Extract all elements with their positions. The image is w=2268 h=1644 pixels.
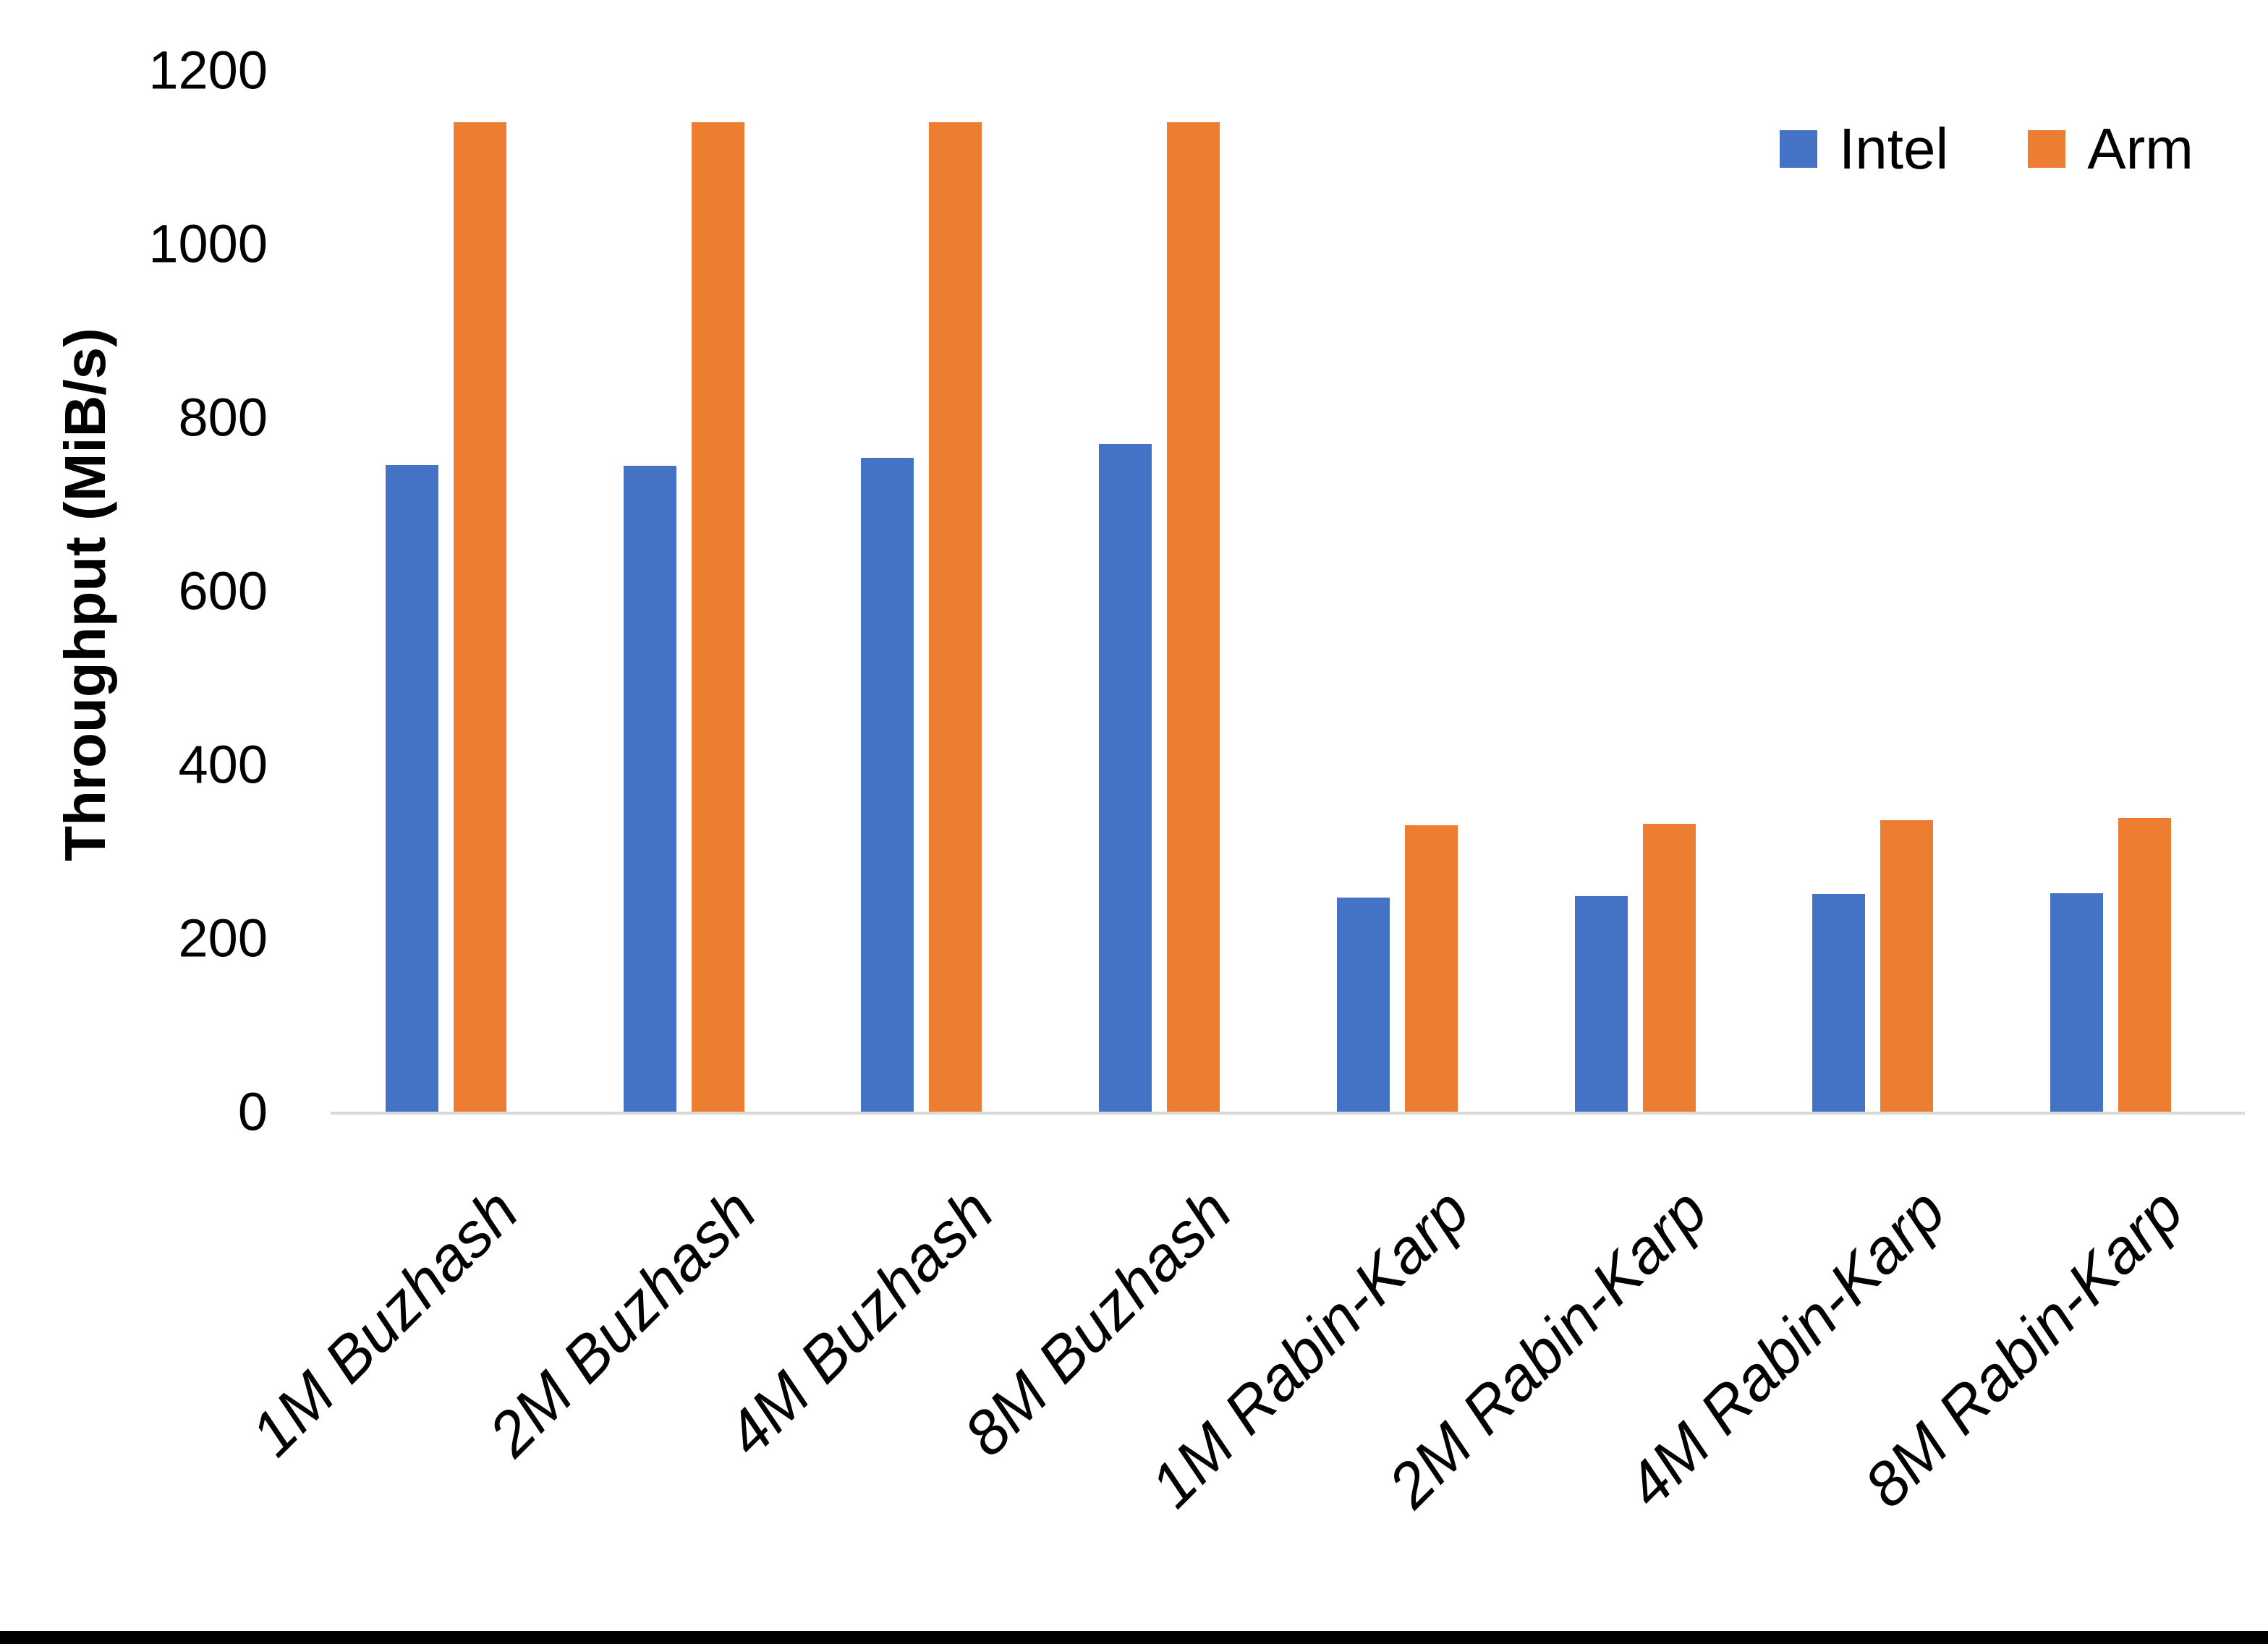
intel-bar (1099, 444, 1152, 1112)
y-tick-label: 1200 (148, 40, 268, 101)
y-axis-title: Throughput (MiB/s) (53, 328, 117, 861)
legend-swatch-arm (2028, 130, 2066, 168)
intel-bar (2050, 893, 2103, 1112)
legend-item-intel: Intel (1780, 116, 1948, 182)
legend-swatch-intel (1780, 130, 1817, 168)
arm-bar (454, 122, 506, 1112)
legend-label-intel: Intel (1839, 116, 1949, 181)
arm-bar (1642, 823, 1696, 1112)
legend-item-arm: Arm (2028, 116, 2193, 182)
y-tick-label: 400 (178, 734, 268, 795)
arm-bar (1880, 819, 1934, 1112)
x-axis-line (331, 1112, 2245, 1115)
legend-label-arm: Arm (2087, 116, 2193, 181)
y-tick-label: 200 (178, 908, 268, 968)
bottom-border (0, 1631, 2268, 1644)
arm-bar (1404, 825, 1458, 1112)
intel-bar (1574, 896, 1628, 1112)
intel-bar (623, 466, 676, 1112)
y-tick-label: 1000 (148, 213, 268, 274)
arm-bar (691, 122, 744, 1112)
arm-bar (1167, 122, 1220, 1112)
legend: Intel Arm (1780, 116, 2193, 182)
intel-bar (1336, 897, 1390, 1112)
arm-bar (2118, 818, 2171, 1112)
y-tick-label: 800 (178, 387, 268, 448)
intel-bar (1812, 893, 1866, 1112)
arm-bar (929, 122, 982, 1112)
y-tick-label: 0 (237, 1081, 268, 1142)
intel-bar (861, 458, 914, 1112)
intel-bar (386, 465, 438, 1112)
y-tick-label: 600 (178, 561, 268, 621)
